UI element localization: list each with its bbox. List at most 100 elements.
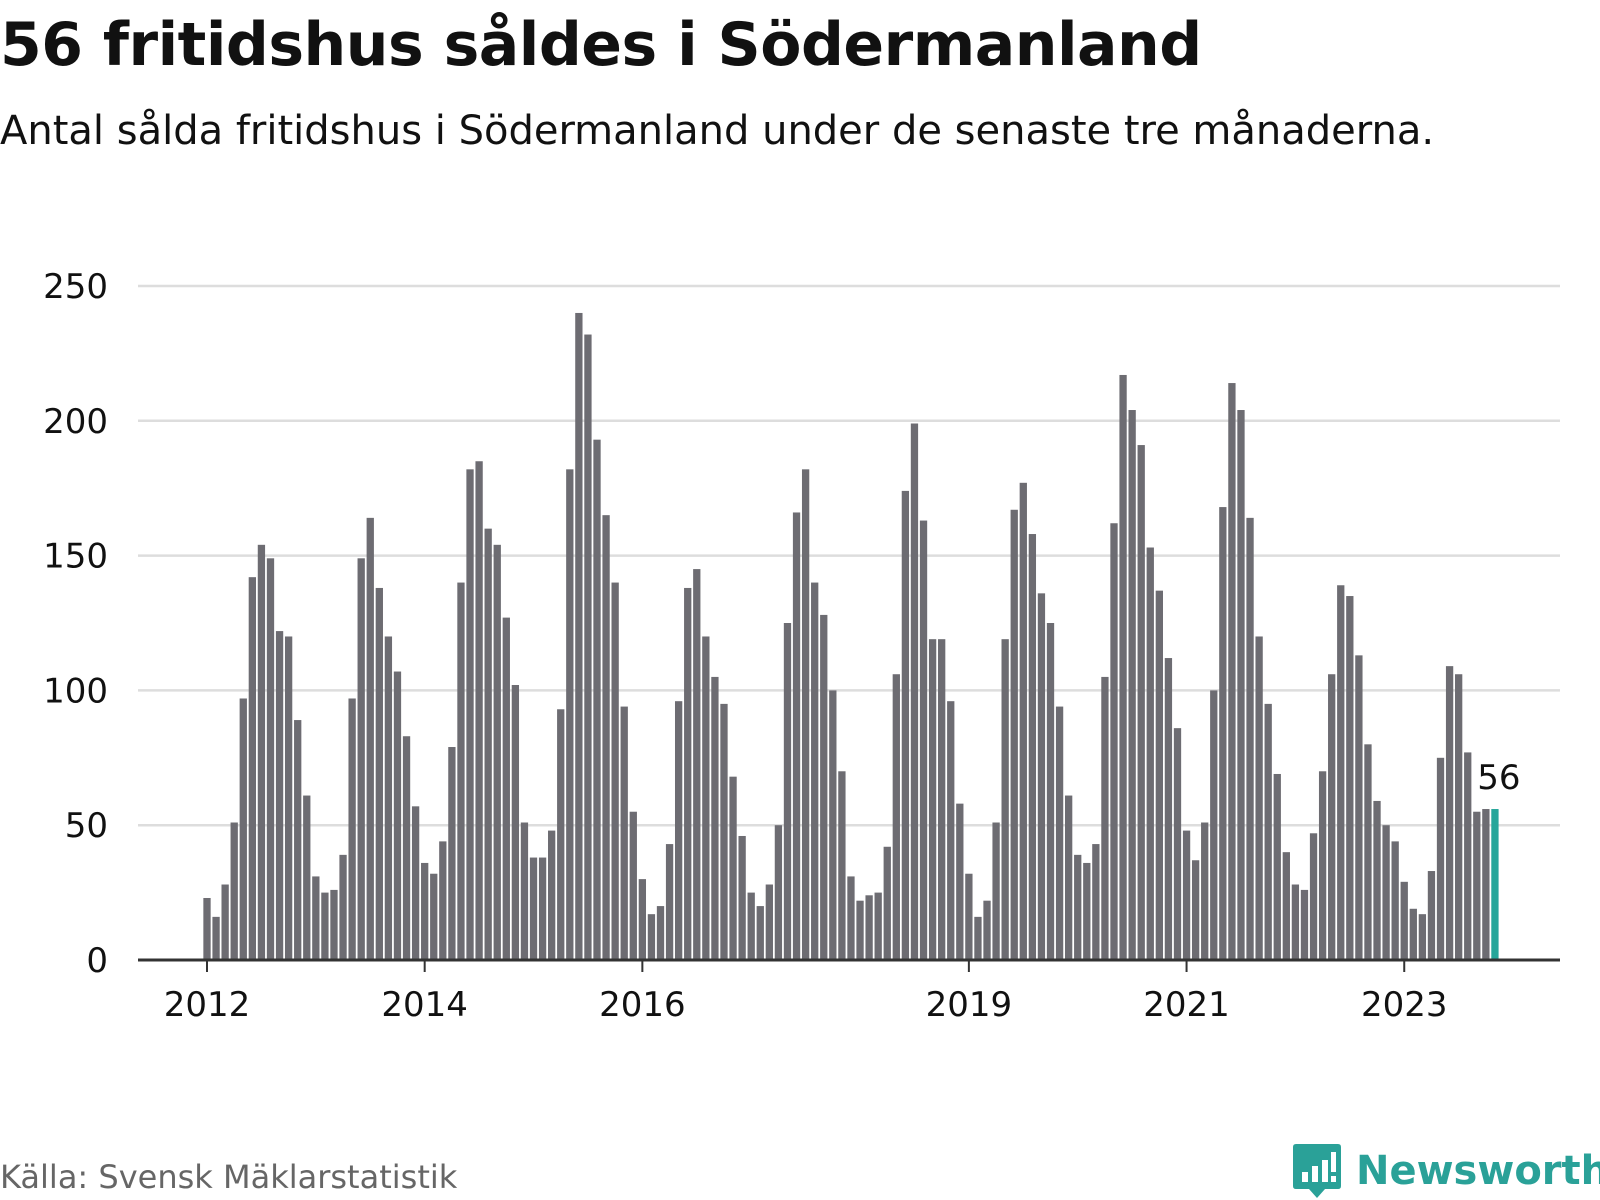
bar-23: [411, 806, 420, 960]
bar-116: [1255, 636, 1263, 960]
bar-1: [212, 916, 220, 960]
x-tick-label-2014: 2014: [381, 985, 468, 1025]
x-tick-label-2023: 2023: [1361, 985, 1448, 1025]
bar-82: [947, 701, 955, 960]
bar-94: [1055, 706, 1064, 960]
highlight-value-label: 56: [1477, 758, 1520, 798]
bar-109: [1191, 860, 1200, 960]
bar-21: [393, 671, 402, 960]
bar-77: [901, 490, 910, 960]
bar-129: [1373, 800, 1381, 960]
bar-highlight: [1491, 809, 1499, 960]
bar-8: [275, 631, 284, 960]
bar-9: [284, 636, 293, 960]
bar-16: [348, 698, 356, 960]
bar-42: [584, 334, 592, 960]
bar-73: [865, 895, 873, 960]
bar-118: [1273, 773, 1281, 960]
bar-40: [566, 469, 574, 960]
bar-57: [720, 703, 728, 960]
bar-12: [312, 876, 320, 960]
bar-136: [1436, 757, 1445, 960]
bar-44: [602, 515, 610, 960]
bar-0: [203, 897, 211, 960]
bar-35: [520, 822, 529, 960]
bar-97: [1083, 862, 1091, 960]
bar-115: [1246, 517, 1254, 960]
bar-141: [1482, 809, 1490, 960]
bar-64: [783, 623, 792, 960]
bar-90: [1019, 482, 1027, 960]
bar-114: [1237, 410, 1245, 960]
bar-131: [1391, 841, 1399, 960]
bar-138: [1455, 674, 1463, 960]
y-tick-label-200: 200: [43, 402, 108, 442]
y-axis-tick-labels: 0 50 100 150 200 250: [43, 267, 108, 981]
bar-14: [330, 889, 338, 960]
bar-22: [402, 736, 411, 960]
bar-55: [702, 636, 710, 960]
x-axis: 2012 2014 2016 2019 2021 2023: [138, 958, 1560, 1025]
bar-34: [511, 685, 520, 960]
bar-65: [792, 512, 801, 960]
bar-96: [1074, 854, 1082, 960]
bar-107: [1173, 728, 1182, 960]
bar-6: [257, 544, 266, 960]
newsworthy-logo-icon: [1293, 1144, 1341, 1198]
bar-128: [1364, 744, 1372, 960]
bar-15: [339, 854, 347, 960]
y-tick-label-250: 250: [43, 267, 108, 307]
bar-48: [638, 879, 647, 960]
bar-91: [1028, 534, 1037, 960]
bar-72: [856, 900, 864, 960]
bar-101: [1119, 374, 1127, 960]
bar-61: [756, 906, 764, 960]
bar-87: [992, 822, 1000, 960]
bar-89: [1010, 509, 1018, 960]
bar-20: [384, 636, 393, 960]
bar-38: [548, 830, 556, 960]
bar-117: [1264, 703, 1272, 960]
x-tick-label-2012: 2012: [164, 985, 251, 1025]
bar-135: [1427, 871, 1436, 960]
bar-75: [883, 846, 891, 960]
bar-70: [838, 771, 846, 960]
y-tick-label-100: 100: [43, 671, 108, 711]
bar-140: [1473, 811, 1481, 960]
brand-name: Newsworthy: [1356, 1148, 1600, 1194]
source-note: Källa: Svensk Mäklarstatistik: [0, 1158, 458, 1196]
bar-18: [366, 517, 374, 960]
bar-119: [1282, 852, 1290, 960]
bar-78: [910, 423, 919, 961]
bar-110: [1201, 822, 1209, 960]
bar-50: [656, 906, 665, 960]
bar-19: [375, 587, 383, 960]
y-tick-label-50: 50: [65, 806, 108, 846]
brand-logo: Newsworthy: [1292, 1142, 1600, 1200]
bar-17: [357, 558, 365, 960]
bar-10: [294, 720, 302, 960]
bar-43: [593, 439, 601, 960]
bar-92: [1037, 593, 1046, 960]
bar-36: [529, 857, 538, 960]
bar-123: [1318, 771, 1327, 960]
bar-86: [983, 900, 991, 960]
bar-81: [938, 639, 946, 960]
bar-53: [684, 587, 692, 960]
bar-79: [919, 520, 928, 960]
bar-127: [1355, 655, 1363, 960]
bar-100: [1110, 523, 1118, 960]
bar-85: [974, 916, 982, 960]
bar-88: [1001, 639, 1009, 960]
chart-subtitle: Antal sålda fritidshus i Södermanland un…: [0, 108, 1435, 154]
bar-106: [1164, 658, 1173, 960]
bar-102: [1128, 410, 1136, 960]
bar-31: [484, 528, 492, 960]
bar-126: [1346, 596, 1354, 960]
bar-84: [965, 873, 973, 960]
bar-5: [248, 577, 256, 960]
bar-25: [430, 873, 438, 960]
bar-103: [1137, 445, 1145, 961]
bar-4: [239, 698, 247, 960]
bar-134: [1418, 914, 1427, 960]
